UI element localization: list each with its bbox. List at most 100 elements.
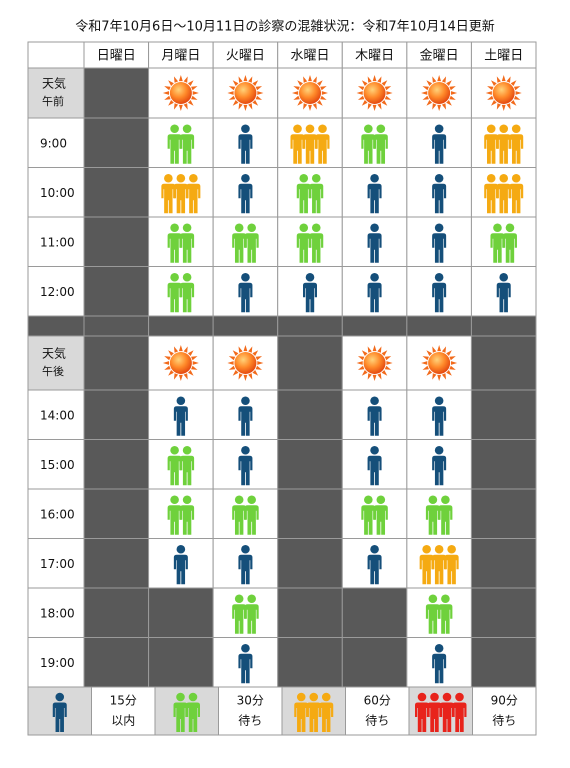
person-body (425, 604, 440, 634)
cell (83, 637, 150, 688)
person-head (305, 124, 315, 134)
person-head (455, 692, 464, 702)
sun-ray (257, 91, 264, 95)
person-head (164, 173, 173, 183)
sun-ray (356, 91, 363, 95)
people-icon (167, 124, 195, 164)
person-head (370, 396, 379, 406)
person-head (441, 594, 450, 604)
person-body (238, 653, 253, 684)
people-icon (238, 445, 253, 486)
cell (148, 637, 214, 688)
sun-ray (357, 356, 365, 361)
cell (470, 587, 537, 638)
cell (83, 389, 150, 440)
sun-ray (386, 91, 393, 95)
person-head (370, 223, 379, 233)
sun-icon (227, 345, 264, 381)
people-icon (52, 692, 67, 732)
people-icon (432, 124, 447, 164)
person-body (173, 183, 188, 214)
sun-ray (243, 374, 248, 381)
person-head (247, 594, 256, 604)
person-body (509, 134, 524, 164)
person-body (367, 406, 382, 436)
sun-ray (248, 373, 253, 380)
person-head (241, 445, 250, 455)
person-body (180, 233, 195, 263)
sun-ray (255, 95, 263, 100)
sun-ray (446, 80, 452, 86)
sun-disc (234, 82, 257, 104)
legend-label: 待ち (492, 714, 516, 728)
sun-ray (490, 100, 497, 106)
sun-icon (421, 345, 458, 381)
sun-disc (169, 82, 192, 104)
sun-ray (257, 361, 264, 365)
sun-ray (320, 86, 327, 91)
cell (470, 538, 537, 589)
person-body (294, 702, 309, 732)
cell (27, 41, 85, 69)
person-body (440, 702, 454, 732)
person-body (496, 183, 511, 214)
sun-ray (164, 95, 171, 100)
people-icon (238, 643, 253, 684)
person-body (238, 554, 253, 585)
day-header: 木曜日 (355, 49, 394, 64)
sun-ray (228, 365, 236, 370)
sun-icon (162, 75, 199, 111)
people-icon (367, 272, 382, 313)
person-body (432, 134, 447, 164)
sun-ray (426, 350, 433, 356)
sun-ray (449, 365, 456, 370)
people-icon (367, 223, 382, 263)
person-body (180, 455, 195, 486)
person-body (438, 505, 453, 535)
people-icon (490, 223, 517, 263)
person-head (442, 692, 452, 702)
person-body (290, 134, 305, 164)
sun-ray (187, 370, 194, 376)
sun-ray (317, 80, 323, 86)
person-body (244, 604, 259, 634)
weather-label: 午前 (42, 94, 64, 108)
cell (83, 216, 150, 267)
people-icon (238, 544, 253, 585)
person-body (367, 554, 382, 585)
cell (148, 587, 214, 638)
sun-ray (515, 91, 522, 95)
person-head (434, 396, 444, 406)
sun-ray (191, 86, 198, 91)
person-body (167, 233, 182, 263)
sun-ray (164, 356, 171, 361)
person-head (234, 594, 244, 604)
cell (341, 637, 408, 688)
person-body (303, 282, 317, 313)
person-body (52, 702, 67, 732)
sun-ray (178, 374, 183, 381)
sun-ray (243, 345, 248, 352)
sun-ray (248, 103, 253, 110)
sun-ray (426, 370, 433, 376)
sun-ray (426, 100, 433, 106)
person-body (319, 702, 334, 732)
sun-ray (320, 95, 327, 100)
sun-disc (234, 352, 257, 374)
sun-icon (227, 75, 264, 111)
person-head (188, 692, 198, 702)
person-head (241, 173, 250, 183)
sun-ray (317, 100, 323, 106)
person-head (447, 544, 456, 554)
sun-icon (162, 345, 199, 381)
sun-icon (356, 345, 393, 381)
person-head (55, 692, 65, 702)
sun-ray (228, 356, 236, 361)
people-icon (238, 272, 253, 313)
sun-ray (321, 91, 328, 95)
person-head (511, 124, 521, 134)
person-head (241, 272, 250, 282)
sun-ray (178, 104, 183, 111)
sun-ray (243, 75, 248, 82)
cell (27, 538, 85, 589)
